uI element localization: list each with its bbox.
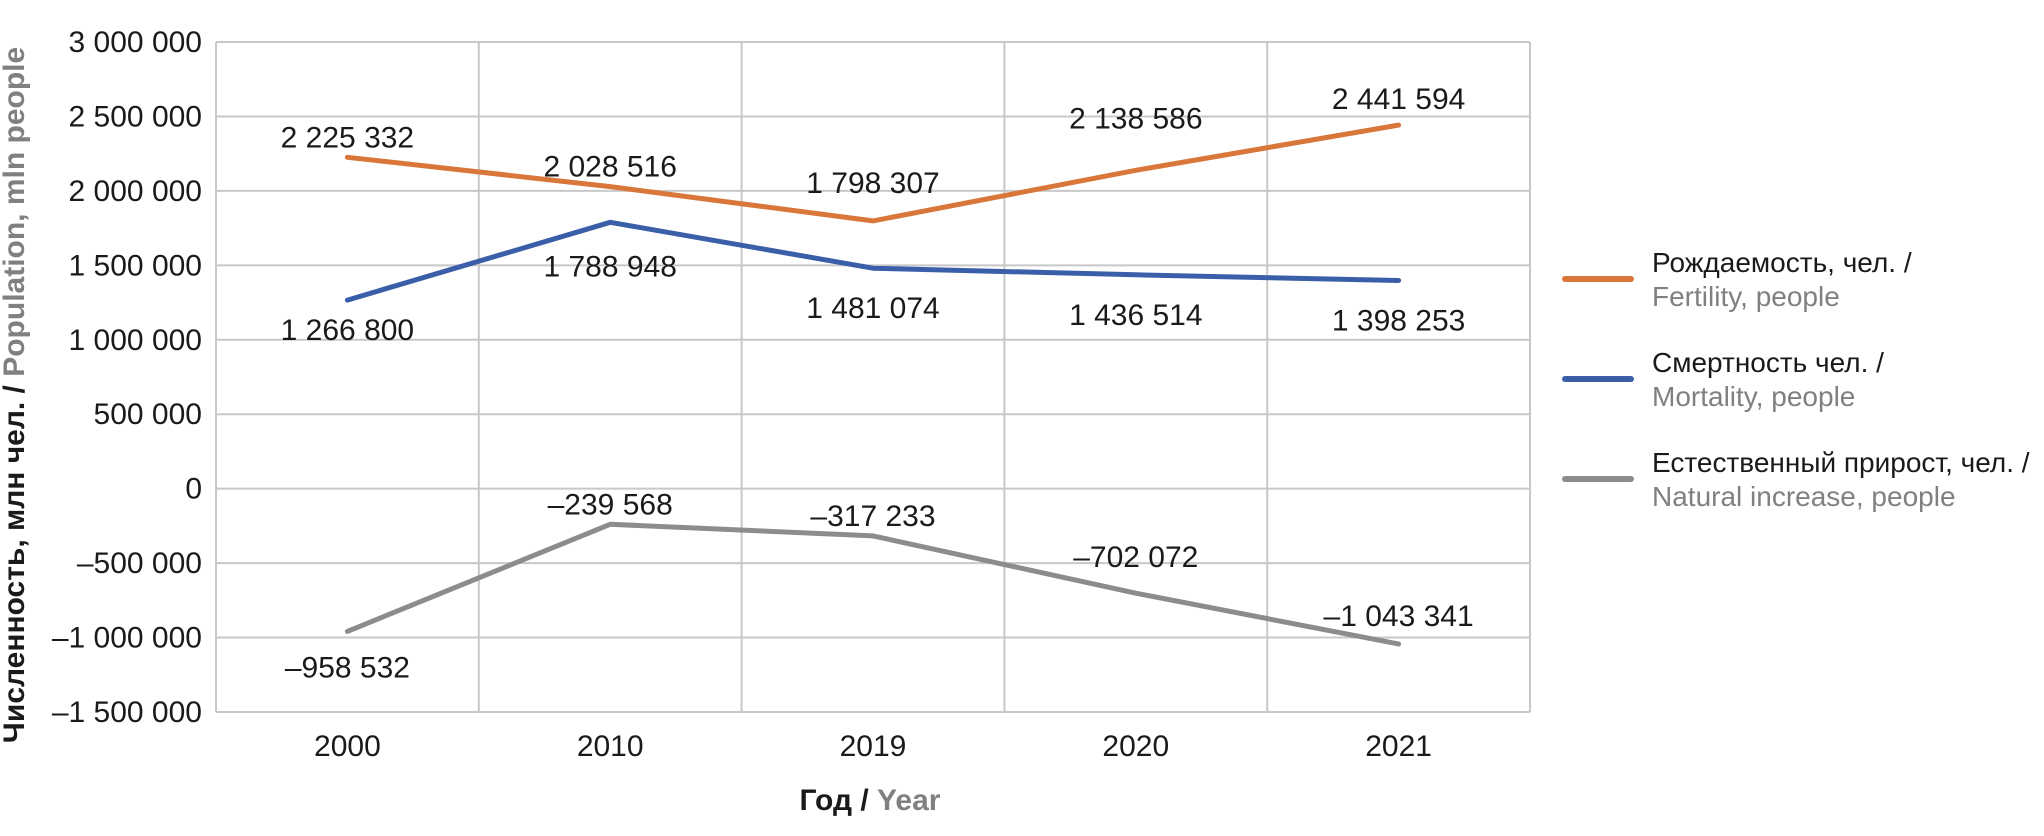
- data-label-natural_increase: –1 043 341: [1324, 600, 1474, 633]
- x-axis-title-en: Year: [877, 784, 941, 817]
- legend-label-mortality-en: Mortality, people: [1652, 381, 1856, 412]
- y-axis-title-ru: Численность, млн чел. /: [0, 377, 31, 743]
- legend-label-fertility-en: Fertility, people: [1652, 281, 1840, 312]
- legend-item-natural-increase: Естественный прирост, чел. / Natural inc…: [1562, 446, 2032, 546]
- series-line-fertility: [344, 122, 1402, 224]
- y-axis-title: Численность, млн чел. / Population, mln …: [0, 47, 31, 743]
- series-line-mortality: [344, 219, 1402, 303]
- y-tick-label: 1 500 000: [69, 249, 202, 282]
- legend-label-mortality-ru: Смертность чел. /: [1652, 347, 1884, 378]
- data-label-natural_increase: –958 532: [285, 651, 410, 684]
- legend-swatch-fertility: [1562, 276, 1634, 282]
- legend-label-natural-increase-en: Natural increase, people: [1652, 481, 1956, 512]
- legend-label-fertility-ru: Рождаемость, чел. /: [1652, 247, 1912, 278]
- data-label-fertility: 2 028 516: [543, 151, 676, 184]
- legend: Рождаемость, чел. / Fertility, people См…: [1562, 246, 2032, 546]
- y-tick-label: 500 000: [94, 398, 202, 431]
- series-lines: [344, 122, 1402, 647]
- data-label-mortality: 1 788 948: [543, 250, 676, 283]
- legend-item-mortality: Смертность чел. / Mortality, people: [1562, 346, 2032, 446]
- x-tick-label: 2019: [840, 730, 907, 763]
- y-axis-title-en: Population, mln people: [0, 47, 31, 377]
- data-label-mortality: 1 398 253: [1332, 304, 1465, 337]
- y-tick-label: –1 000 000: [52, 622, 202, 655]
- legend-text-mortality: Смертность чел. / Mortality, people: [1652, 346, 1884, 414]
- data-label-mortality: 1 266 800: [281, 314, 414, 347]
- series-line-natural_increase: [344, 521, 1402, 647]
- y-tick-label: –1 500 000: [52, 696, 202, 729]
- x-tick-label: 2020: [1102, 730, 1169, 763]
- y-tick-label: 2 000 000: [69, 175, 202, 208]
- x-tick-label: 2021: [1365, 730, 1432, 763]
- data-label-natural_increase: –317 233: [810, 500, 935, 533]
- legend-text-natural-increase: Естественный прирост, чел. / Natural inc…: [1652, 446, 2030, 514]
- y-tick-label: 0: [185, 473, 202, 506]
- data-label-natural_increase: –702 072: [1073, 541, 1198, 574]
- y-tick-label: 3 000 000: [69, 26, 202, 59]
- data-label-mortality: 1 436 514: [1069, 299, 1202, 332]
- x-tick-label: 2010: [577, 730, 644, 763]
- legend-text-fertility: Рождаемость, чел. / Fertility, people: [1652, 246, 1912, 314]
- data-labels: 2 225 332 2 028 516 1 798 307 2 138 586 2 44…: [281, 83, 1474, 684]
- legend-swatch-natural-increase: [1562, 476, 1634, 482]
- x-axis-title: Год / Year: [800, 784, 941, 817]
- data-label-mortality: 1 481 074: [806, 292, 939, 325]
- y-tick-label: 1 000 000: [69, 324, 202, 357]
- y-tick-label: 2 500 000: [69, 100, 202, 133]
- x-axis-ticks: 2000 2010 2019 2020 2021: [314, 730, 1432, 763]
- data-label-fertility: 2 225 332: [281, 121, 414, 154]
- data-label-fertility: 1 798 307: [806, 167, 939, 200]
- gridlines: [215, 41, 1531, 713]
- data-label-fertility: 2 441 594: [1332, 83, 1465, 116]
- legend-label-natural-increase-ru: Естественный прирост, чел. /: [1652, 447, 2030, 478]
- data-label-natural_increase: –239 568: [548, 488, 673, 521]
- y-axis-ticks: 3 000 000 2 500 000 2 000 000 1 500 000 1 00…: [52, 26, 202, 729]
- x-tick-label: 2000: [314, 730, 381, 763]
- y-tick-label: –500 000: [77, 547, 202, 580]
- legend-swatch-mortality: [1562, 376, 1634, 382]
- x-axis-title-ru: Год /: [800, 784, 878, 817]
- data-label-fertility: 2 138 586: [1069, 102, 1202, 135]
- legend-item-fertility: Рождаемость, чел. / Fertility, people: [1562, 246, 2032, 346]
